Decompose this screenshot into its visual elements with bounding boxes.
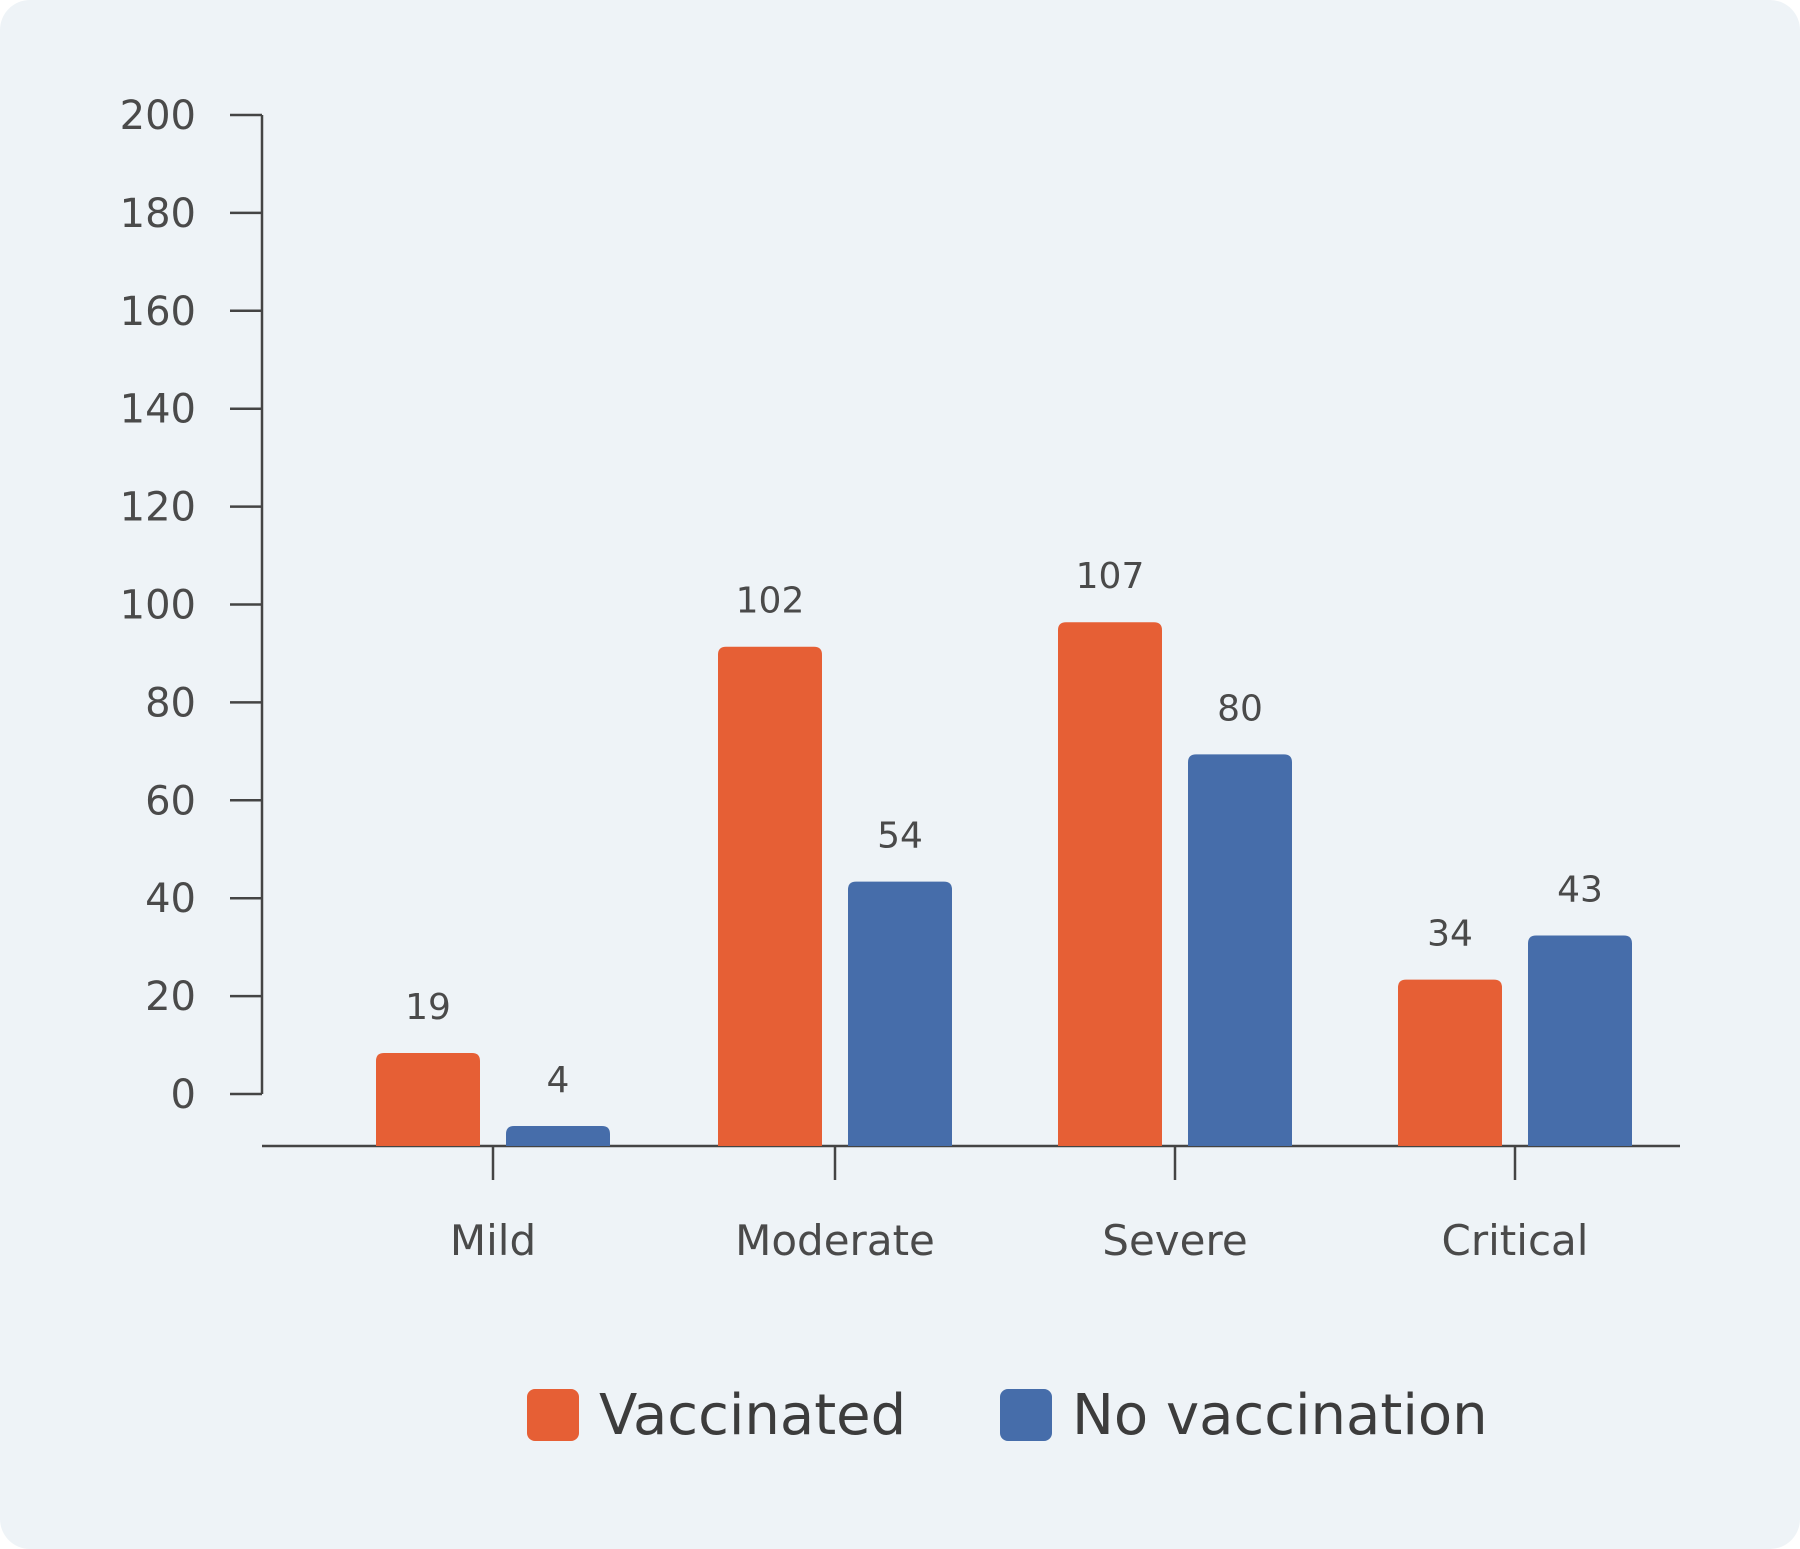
y-tick-label: 60	[145, 778, 196, 824]
bar-no-vaccination-moderate	[848, 881, 952, 1146]
bar-no-vaccination-mild	[506, 1126, 610, 1146]
data-label: 43	[1557, 870, 1603, 911]
legend: Vaccinated No vaccination	[0, 1375, 1800, 1455]
y-tick-label: 180	[120, 191, 196, 237]
y-tick-label: 0	[171, 1072, 196, 1118]
x-axis: Mild Moderate Severe Critical	[262, 1144, 1680, 1265]
data-label: 54	[877, 816, 923, 857]
legend-item-vaccinated: Vaccinated	[527, 1375, 906, 1455]
y-tick-label: 80	[145, 680, 196, 726]
y-axis: 0 20 40 60 80 100 120 140 160 180 200	[120, 93, 264, 1118]
x-tick-label-critical: Critical	[1442, 1216, 1589, 1265]
x-tick-label-mild: Mild	[450, 1216, 536, 1265]
y-tick-label: 40	[145, 876, 196, 922]
x-tick-label-severe: Severe	[1102, 1216, 1247, 1265]
legend-label-no-vaccination: No vaccination	[1072, 1382, 1488, 1448]
x-tick-label-moderate: Moderate	[735, 1216, 935, 1265]
data-label: 102	[736, 581, 805, 622]
data-label: 4	[547, 1060, 570, 1101]
bar-vaccinated-critical	[1398, 979, 1502, 1146]
legend-label-vaccinated: Vaccinated	[599, 1382, 907, 1448]
y-tick-label: 200	[120, 93, 196, 139]
legend-swatch-vaccinated	[527, 1389, 579, 1441]
bars-group	[376, 622, 1632, 1146]
bar-no-vaccination-critical	[1528, 935, 1632, 1146]
data-label: 34	[1427, 914, 1473, 955]
data-label: 80	[1217, 688, 1263, 729]
y-tick-label: 140	[120, 387, 196, 433]
bar-vaccinated-severe	[1058, 622, 1162, 1146]
data-label: 107	[1076, 556, 1145, 597]
legend-swatch-no-vaccination	[1000, 1389, 1052, 1441]
data-labels-group: 19 102 107 34 4 54 80 43	[405, 556, 1603, 1101]
bar-no-vaccination-severe	[1188, 754, 1292, 1146]
bar-vaccinated-moderate	[718, 646, 822, 1146]
bar-vaccinated-mild	[376, 1052, 480, 1146]
y-tick-label: 120	[120, 485, 196, 531]
legend-item-no-vaccination: No vaccination	[1000, 1375, 1488, 1455]
y-tick-label: 100	[120, 583, 196, 629]
data-label: 19	[405, 987, 451, 1028]
y-tick-label: 160	[120, 289, 196, 335]
y-tick-label: 20	[145, 974, 196, 1020]
